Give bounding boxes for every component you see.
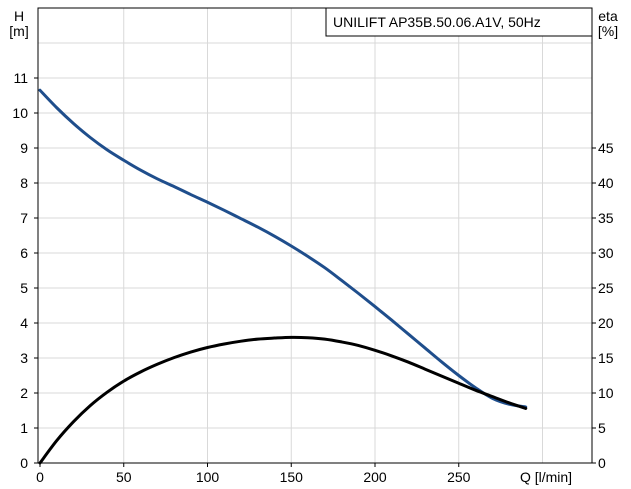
right-tick-label: 0 xyxy=(598,455,606,471)
right-tick-label: 10 xyxy=(598,385,614,401)
left-axis-title-h: H xyxy=(14,8,24,24)
plot-frame xyxy=(37,7,593,464)
left-tick-label: 8 xyxy=(20,175,28,191)
series-layer xyxy=(38,88,528,465)
right-tick-label: 5 xyxy=(598,420,606,436)
left-tick-label: 9 xyxy=(20,140,28,156)
left-axis-title-unit: [m] xyxy=(9,23,28,39)
right-tick-label: 20 xyxy=(598,315,614,331)
right-tick-label: 30 xyxy=(598,245,614,261)
right-tick-label: 40 xyxy=(598,175,614,191)
x-tick-label: 0 xyxy=(36,469,44,485)
left-tick-label: 4 xyxy=(20,315,28,331)
right-tick-label: 45 xyxy=(598,140,614,156)
left-tick-label: 1 xyxy=(20,420,28,436)
grid xyxy=(38,8,592,463)
right-tick-label: 15 xyxy=(598,350,614,366)
left-axis-ticks: 0 1 2 3 4 5 6 7 8 9 10 11 xyxy=(12,70,38,471)
right-axis-title-eta: eta xyxy=(598,8,618,24)
efficiency-curve-line xyxy=(38,335,528,465)
x-axis-ticks: 0 50 100 150 200 250 xyxy=(36,463,471,485)
right-axis-ticks: 0 5 10 15 20 25 30 35 40 45 xyxy=(592,140,614,471)
x-tick-label: 150 xyxy=(280,469,304,485)
x-axis-title: Q [l/min] xyxy=(520,469,572,485)
x-tick-label: 100 xyxy=(196,469,220,485)
left-tick-label: 2 xyxy=(20,385,28,401)
right-axis-title-unit: [%] xyxy=(598,23,618,39)
right-tick-label: 25 xyxy=(598,280,614,296)
x-tick-label: 200 xyxy=(363,469,387,485)
legend-frame xyxy=(325,7,593,37)
left-tick-label: 5 xyxy=(20,280,28,296)
head-curve-line xyxy=(38,88,528,409)
x-tick-label: 250 xyxy=(447,469,471,485)
left-tick-label: 3 xyxy=(20,350,28,366)
x-tick-label: 50 xyxy=(116,469,132,485)
left-tick-label: 6 xyxy=(20,245,28,261)
left-tick-label: 7 xyxy=(20,210,28,226)
left-tick-label: 0 xyxy=(20,455,28,471)
legend-box: UNILIFT AP35B.50.06.A1V, 50Hz xyxy=(325,7,593,37)
right-tick-label: 35 xyxy=(598,210,614,226)
chart-title: UNILIFT AP35B.50.06.A1V, 50Hz xyxy=(333,14,541,30)
left-tick-label: 11 xyxy=(13,70,28,86)
left-tick-label: 10 xyxy=(12,105,28,121)
